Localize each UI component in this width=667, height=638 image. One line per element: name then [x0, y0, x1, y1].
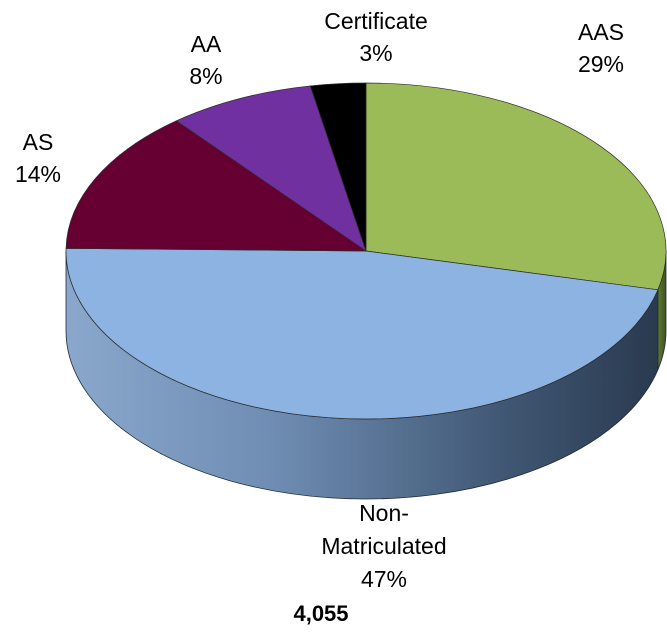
- slice-label-certificate: Certificate 3%: [324, 8, 428, 66]
- slice-label-aas: AAS 29%: [578, 19, 624, 77]
- total-label: 4,055: [293, 601, 348, 626]
- pie-slice-non-matriculated: [65, 248, 659, 420]
- pie-slice-aa: [175, 85, 367, 252]
- slice-label-aa: AA 8%: [189, 31, 222, 89]
- slice-label-as: AS 14%: [15, 129, 61, 187]
- pie-slice-certificate: [309, 82, 367, 252]
- pie-slice-aas: [365, 82, 667, 291]
- pie-slice-as: [65, 120, 368, 252]
- pie-top-layer: [65, 82, 667, 420]
- slice-label-non-matriculated: Non-Matriculated 47%: [321, 500, 446, 592]
- pie-label-layer: AAS 29% Non-Matriculated 47% AS 14% AA 8% Certif…: [15, 8, 624, 626]
